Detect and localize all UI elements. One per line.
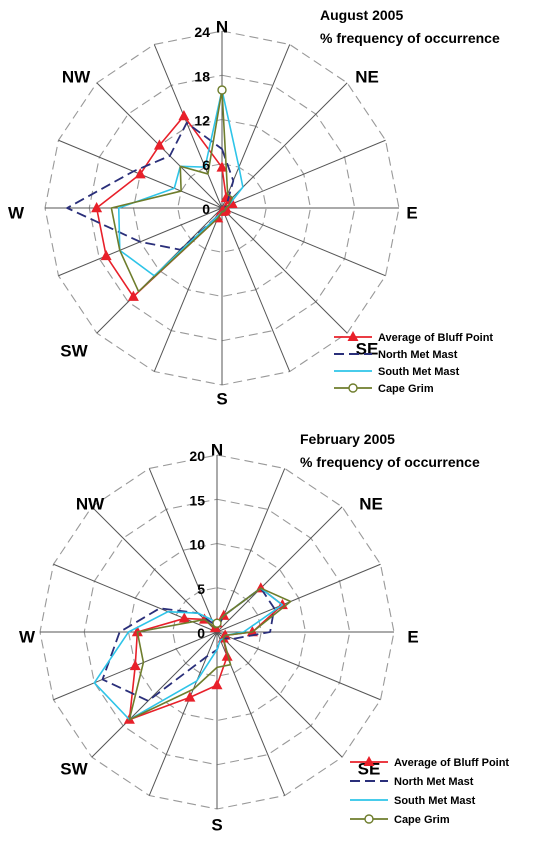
- direction-label-ne: NE: [359, 494, 383, 513]
- grid-spoke: [216, 506, 343, 633]
- chart-subtitle: % frequency of occurrence: [300, 454, 480, 470]
- series-line-north: [66, 121, 235, 251]
- series-line-bluff: [128, 587, 284, 721]
- series-line-south: [93, 587, 284, 721]
- legend-marker-bluff: [347, 331, 359, 341]
- direction-label-w: W: [8, 203, 25, 222]
- legend-marker-grim: [348, 383, 358, 393]
- legend-label-bluff: Average of Bluff Point: [378, 332, 493, 344]
- legend-label-grim: Cape Grim: [378, 383, 434, 395]
- point-bluff-SSW: [184, 691, 196, 702]
- point-bluff-W: [91, 202, 103, 213]
- direction-label-se: SE: [356, 339, 379, 358]
- point-bluff-N: [216, 161, 228, 172]
- series-line-grim: [128, 587, 292, 721]
- direction-label-nw: NW: [76, 494, 105, 513]
- direction-label-sw: SW: [60, 341, 88, 360]
- tick-label: 5: [197, 581, 205, 597]
- grid-spoke: [216, 468, 286, 633]
- point-grim-N: [217, 85, 227, 95]
- tick-label: 0: [197, 625, 205, 641]
- tick-label: 6: [202, 157, 210, 173]
- wind-rose-1: 0 5 10 15 20 N NE E SE S SW W NW February 2005 % frequ…: [19, 431, 509, 834]
- legend-label-north: North Met Mast: [378, 349, 458, 361]
- series-south: [93, 587, 284, 721]
- grid-spoke: [216, 631, 343, 758]
- grid-spoke: [91, 506, 218, 633]
- legend-marker-grim: [364, 814, 374, 824]
- direction-label-s: S: [216, 389, 227, 408]
- chart-subtitle: % frequency of occurrence: [320, 30, 500, 46]
- chart-title: February 2005: [300, 431, 395, 447]
- grid-ring: [127, 542, 307, 722]
- series-line-grim: [110, 89, 234, 293]
- direction-label-w: W: [19, 627, 36, 646]
- wind-rose-0: 0 6 12 18 24 N NE E SE S SW W NW August 2005 % frequen…: [8, 7, 500, 408]
- direction-label-n: N: [211, 440, 223, 459]
- grid-spoke: [216, 563, 381, 633]
- direction-label-sw: SW: [60, 759, 88, 778]
- direction-label-e: E: [407, 627, 418, 646]
- tick-label: 15: [189, 492, 205, 508]
- legend: Average of Bluff Point North Met Mast Sout…: [350, 756, 509, 826]
- point-bluff-SSE: [221, 650, 233, 661]
- tick-label: 18: [194, 68, 210, 84]
- series-north: [66, 121, 235, 251]
- series-grim: [128, 587, 292, 721]
- legend-marker-bluff: [363, 756, 375, 766]
- grid-spoke: [53, 563, 218, 633]
- point-bluff-S: [211, 679, 223, 690]
- point-bluff-WSW: [100, 249, 112, 261]
- tick-label: 20: [189, 448, 205, 464]
- grid-spoke: [153, 207, 223, 372]
- point-bluff-W: [131, 626, 143, 637]
- grid-spoke: [153, 44, 223, 209]
- grid-spoke: [148, 631, 218, 796]
- grid-spoke: [221, 207, 386, 277]
- direction-label-n: N: [216, 17, 228, 36]
- legend: Average of Bluff Point North Met Mast Sout…: [334, 331, 493, 395]
- tick-label: 24: [194, 24, 210, 40]
- tick-label: 0: [202, 201, 210, 217]
- grid-ring: [132, 118, 312, 298]
- grid-spoke: [91, 631, 218, 758]
- point-bluff-WNW: [178, 612, 190, 623]
- grid-spoke: [148, 468, 218, 633]
- chart-title: August 2005: [320, 7, 403, 23]
- legend-label-bluff: Average of Bluff Point: [394, 757, 509, 769]
- legend-label-north: North Met Mast: [394, 776, 474, 788]
- legend-label-south: South Met Mast: [378, 366, 460, 378]
- direction-label-nw: NW: [62, 67, 91, 86]
- direction-label-e: E: [406, 203, 417, 222]
- point-bluff-WNW: [134, 168, 146, 179]
- series-grim: [110, 85, 234, 293]
- tick-label: 12: [194, 113, 210, 129]
- point-bluff-NNW: [178, 110, 190, 121]
- point-bluff-NW: [153, 139, 165, 150]
- grid-spoke: [216, 631, 381, 701]
- point-grim-N: [212, 618, 222, 628]
- direction-label-se: SE: [358, 759, 381, 778]
- grid-spoke: [221, 207, 348, 334]
- point-bluff-SW: [127, 290, 139, 301]
- legend-label-grim: Cape Grim: [394, 814, 450, 826]
- grid-spoke: [221, 139, 386, 209]
- direction-label-ne: NE: [355, 67, 379, 86]
- direction-label-s: S: [211, 815, 222, 834]
- grid-spoke: [221, 207, 291, 372]
- legend-label-south: South Met Mast: [394, 795, 476, 807]
- point-bluff-WSW: [129, 659, 141, 671]
- grid-ring: [177, 163, 267, 253]
- tick-label: 10: [189, 537, 205, 553]
